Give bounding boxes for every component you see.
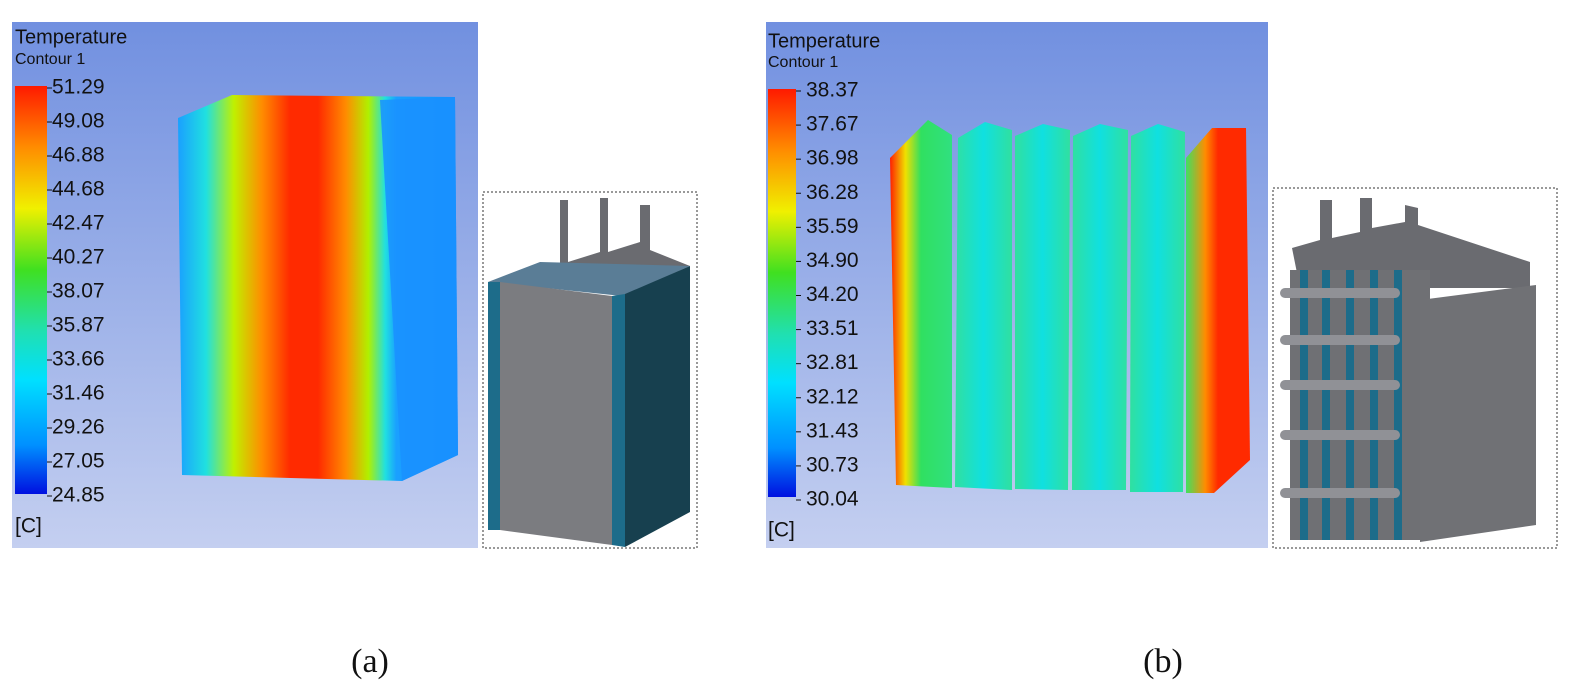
- right-face: [625, 266, 690, 547]
- legend-label: 38.37: [806, 79, 859, 102]
- top-face: [488, 262, 690, 296]
- legend-label: 30.73: [806, 453, 859, 476]
- legend-label: 27.05: [52, 450, 105, 473]
- caption: (b): [1143, 643, 1183, 680]
- legend-label: 33.66: [52, 348, 105, 371]
- legend-label: 36.98: [806, 147, 859, 170]
- legend-subtitle: Contour 1: [15, 51, 85, 68]
- slab: [1130, 124, 1185, 492]
- side-strip: [612, 294, 625, 547]
- legend-label: 44.68: [52, 178, 105, 201]
- legend-subtitle: Contour 1: [768, 54, 838, 71]
- slab: [1015, 124, 1070, 490]
- color-bar: [768, 89, 796, 497]
- color-bar: [15, 86, 47, 494]
- inset-frame: [1272, 187, 1558, 549]
- legend-title: Temperature: [768, 30, 880, 52]
- legend-label: 31.43: [806, 419, 859, 442]
- tabs: [1292, 198, 1530, 288]
- contour-side: [380, 97, 458, 481]
- inset-frame: [482, 191, 698, 549]
- legend-label: 34.20: [806, 283, 859, 306]
- legend-label: 29.26: [52, 416, 105, 439]
- cell-stack: [1290, 270, 1430, 540]
- legend-label: 31.46: [52, 382, 105, 405]
- legend-label: 35.87: [52, 314, 105, 337]
- legend-label: 35.59: [806, 215, 859, 238]
- legend-label: 36.28: [806, 181, 859, 204]
- unit: [C]: [768, 519, 795, 542]
- legend-label: 30.04: [806, 488, 859, 511]
- slab: [890, 120, 952, 488]
- end-plate: [1420, 285, 1536, 542]
- legend-label: 37.67: [806, 113, 859, 136]
- legend-label: 40.27: [52, 246, 105, 269]
- legend-label: 42.47: [52, 212, 105, 235]
- legend-label: 32.81: [806, 351, 859, 374]
- legend-label: 49.08: [52, 110, 105, 133]
- legend-label: 24.85: [52, 484, 105, 507]
- front-face: [500, 282, 612, 545]
- slab: [1186, 128, 1250, 493]
- cooling-channels: [1300, 270, 1402, 540]
- legend-label: 33.51: [806, 317, 859, 340]
- legend-title: Temperature: [15, 26, 127, 48]
- unit: [C]: [15, 515, 42, 538]
- side-strip: [488, 282, 500, 530]
- caption: (a): [351, 643, 389, 680]
- slab: [955, 122, 1012, 490]
- legend-label: 32.12: [806, 385, 859, 408]
- slab: [1072, 124, 1128, 490]
- pipes: [1280, 288, 1400, 498]
- legend-label: 51.29: [52, 76, 105, 99]
- legend-label: 38.07: [52, 280, 105, 303]
- legend-label: 34.90: [806, 249, 859, 272]
- legend-label: 46.88: [52, 144, 105, 167]
